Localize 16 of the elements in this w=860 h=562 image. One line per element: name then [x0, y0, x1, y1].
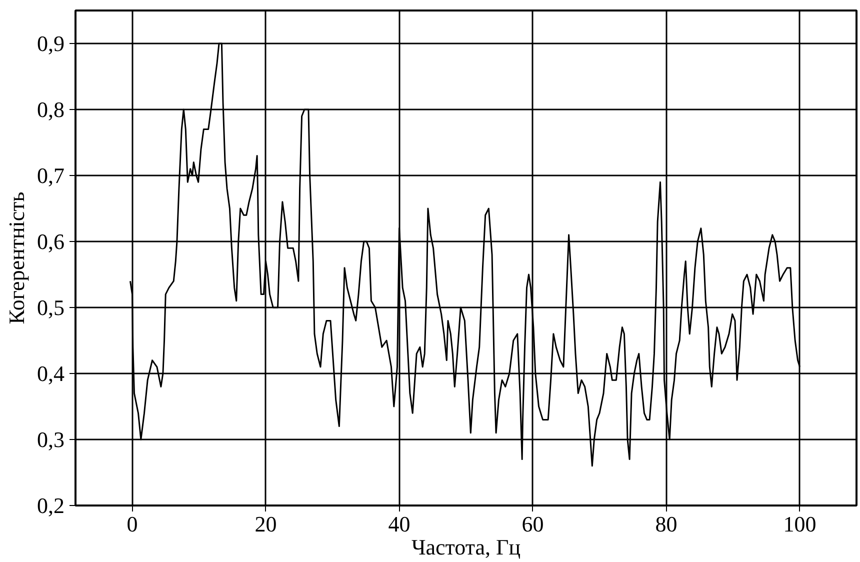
x-axis-title: Частота, Гц — [412, 534, 521, 560]
x-tick-label: 60 — [522, 512, 544, 536]
x-tick-label: 40 — [388, 512, 410, 536]
x-tick-label: 0 — [126, 512, 138, 536]
y-axis-title: Когерентність — [4, 192, 29, 324]
x-tick-label: 20 — [254, 512, 277, 536]
y-tick-label: 0,9 — [37, 31, 64, 56]
y-tick-label: 0,8 — [37, 97, 64, 122]
x-tick-label: 80 — [655, 512, 678, 536]
y-tick-label: 0,2 — [37, 493, 64, 518]
y-tick-label: 0,6 — [37, 229, 64, 254]
y-tick-label: 0,7 — [37, 163, 64, 188]
x-tick-label: 100 — [783, 512, 816, 536]
y-tick-label: 0,5 — [37, 295, 64, 320]
y-tick-label: 0,3 — [37, 427, 64, 452]
y-tick-label: 0,4 — [37, 361, 64, 386]
